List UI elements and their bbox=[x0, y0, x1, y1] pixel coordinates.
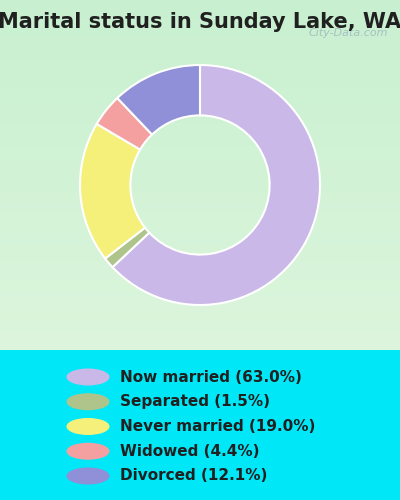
Wedge shape bbox=[105, 228, 149, 267]
Circle shape bbox=[67, 444, 109, 459]
Text: Now married (63.0%): Now married (63.0%) bbox=[120, 370, 302, 384]
Wedge shape bbox=[97, 98, 152, 150]
Text: Widowed (4.4%): Widowed (4.4%) bbox=[120, 444, 260, 459]
Text: Marital status in Sunday Lake, WA: Marital status in Sunday Lake, WA bbox=[0, 12, 400, 32]
Wedge shape bbox=[117, 65, 200, 134]
Wedge shape bbox=[112, 65, 320, 305]
Text: Separated (1.5%): Separated (1.5%) bbox=[120, 394, 270, 409]
Text: Divorced (12.1%): Divorced (12.1%) bbox=[120, 468, 267, 483]
Circle shape bbox=[67, 418, 109, 434]
Circle shape bbox=[67, 369, 109, 385]
Circle shape bbox=[67, 468, 109, 484]
Text: City-Data.com: City-Data.com bbox=[308, 28, 388, 38]
Wedge shape bbox=[80, 124, 145, 258]
Circle shape bbox=[67, 394, 109, 409]
Text: Never married (19.0%): Never married (19.0%) bbox=[120, 419, 315, 434]
